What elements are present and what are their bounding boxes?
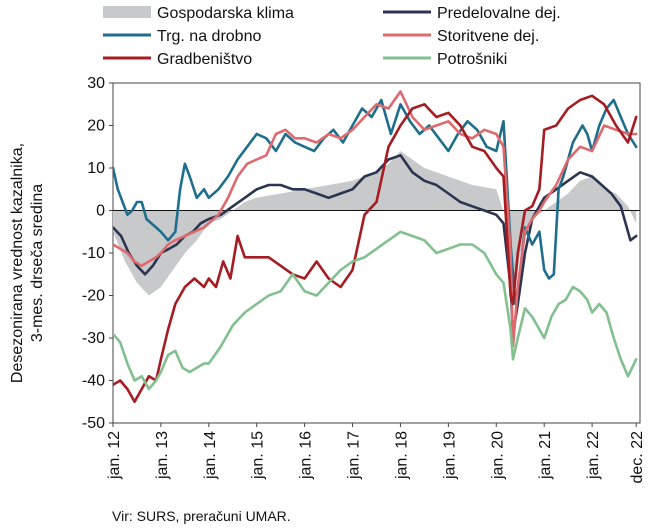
y-tick-label: -10: [82, 245, 105, 262]
y-tick-label: 20: [87, 118, 105, 135]
legend-item-trg-na-drobno: Trg. na drobno: [103, 28, 261, 45]
legend-label: Gradbeništvo: [157, 51, 252, 68]
legend-label: Trg. na drobno: [157, 28, 261, 45]
x-tick-label: jan. 16: [298, 431, 315, 480]
y-tick-label: 10: [87, 160, 105, 177]
legend-item-potrosniki: Potrošniki: [383, 51, 507, 68]
x-tick-label: dec. 22: [629, 431, 646, 484]
x-tick-label: jan. 14: [202, 431, 219, 480]
y-tick-label: -50: [82, 415, 105, 432]
legend-item-storitvene-dej: Storitvene dej.: [383, 28, 539, 45]
x-tick-label: jan. 22: [585, 431, 602, 480]
y-tick-label: -40: [82, 373, 105, 390]
x-tick-label: jan. 17: [346, 431, 363, 480]
series-line-storitvene-dej: [113, 90, 638, 348]
legend-swatch: [103, 6, 151, 18]
legend-label: Predelovalne dej.: [437, 5, 561, 22]
series-line-gradbenistvo: [113, 94, 638, 404]
legend-label: Storitvene dej.: [437, 28, 539, 45]
legend-label: Gospodarska klima: [157, 5, 294, 22]
y-tick-label: -20: [82, 288, 105, 305]
y-tick-label: 30: [87, 75, 105, 92]
x-tick-label: jan. 15: [250, 431, 267, 480]
legend-item-gospodarska-klima: Gospodarska klima: [103, 5, 294, 22]
y-ticks: 30 20 10 0 -10 -20 -30 -40 -50: [82, 75, 113, 432]
source-note: Vir: SURS, preračuni UMAR.: [112, 508, 291, 524]
y-axis-title-line: Desezonirana vrednost kazalnika,: [9, 143, 26, 383]
x-tick-label: jan. 19: [441, 431, 458, 480]
legend-item-gradbenistvo: Gradbeništvo: [103, 51, 252, 68]
legend-label: Potrošniki: [437, 51, 507, 68]
y-axis-title-line: 3-mes. drseča sredina: [29, 184, 46, 342]
x-ticks: jan. 12 jan. 13 jan. 14 jan. 15 jan. 16 jan. …: [106, 423, 646, 483]
x-tick-label: jan. 13: [154, 431, 171, 480]
y-tick-label: -30: [82, 330, 105, 347]
x-tick-label: jan. 18: [393, 431, 410, 480]
y-tick-label: 0: [96, 203, 105, 220]
plot-area: [112, 82, 641, 424]
series-line-trg-na-drobno: [113, 98, 638, 306]
x-tick-label: jan. 12: [106, 431, 123, 480]
legend: Gospodarska klima Predelovalne dej. Trg. n…: [103, 5, 561, 68]
series-area-gospodarska-klima: [113, 151, 637, 304]
x-tick-label: jan. 21: [537, 431, 554, 480]
y-axis-title: Desezonirana vrednost kazalnika, 3-mes. d…: [9, 143, 46, 383]
x-tick-label: jan. 20: [489, 431, 506, 480]
series-line-potrosniki: [113, 230, 638, 391]
legend-item-predelovalne-dej: Predelovalne dej.: [383, 5, 561, 22]
